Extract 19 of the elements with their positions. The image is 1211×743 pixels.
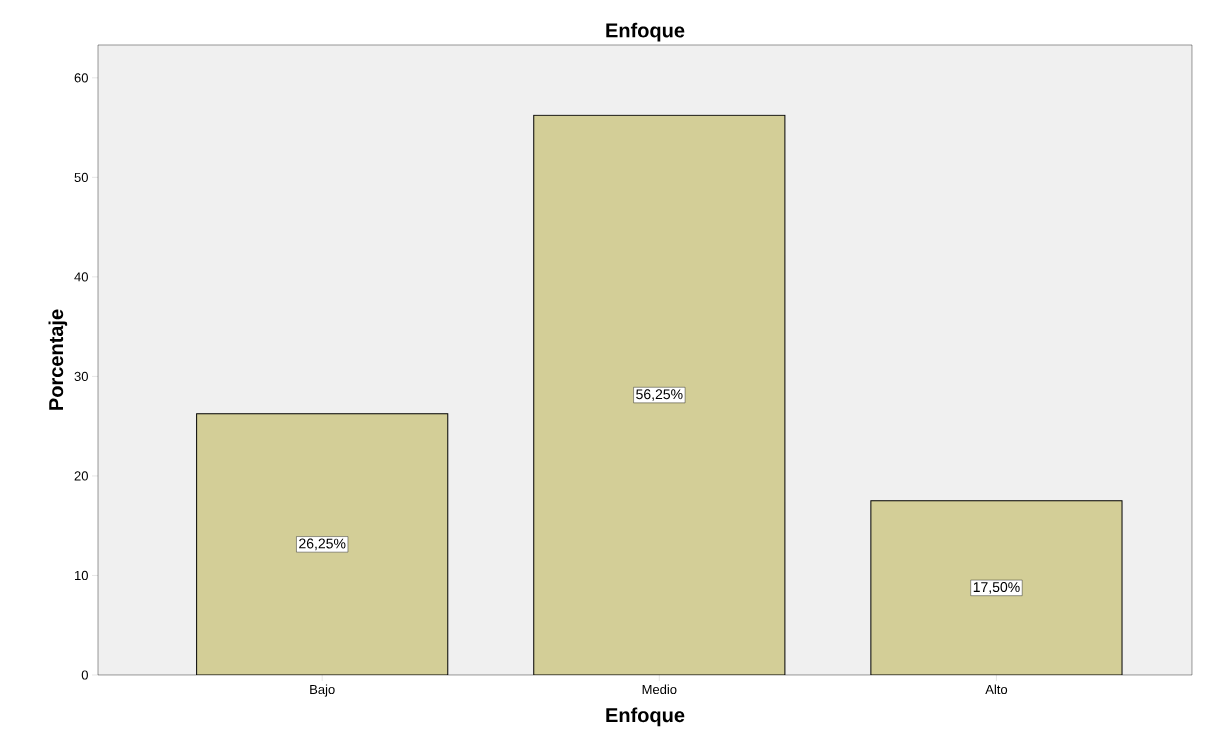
bar bbox=[533, 114, 786, 675]
y-tick-label: 50 bbox=[74, 172, 88, 182]
data-label: 17,50% bbox=[973, 582, 1020, 594]
y-tick-label: 0 bbox=[81, 670, 88, 680]
bar bbox=[870, 500, 1123, 675]
chart-title: Enfoque bbox=[606, 22, 685, 42]
data-label: 56,25% bbox=[636, 389, 683, 401]
x-tick-label: Medio bbox=[642, 684, 677, 695]
x-tick-label: Alto bbox=[985, 684, 1008, 695]
y-tick-label: 10 bbox=[75, 570, 88, 581]
data-label: 26,25% bbox=[299, 538, 346, 551]
x-tick-label: Bajo bbox=[310, 684, 335, 697]
y-tick-label: 40 bbox=[74, 272, 88, 282]
x-axis-title: Enfoque bbox=[606, 707, 685, 727]
y-tick-label: 60 bbox=[74, 73, 88, 83]
y-axis-title: Porcentaje bbox=[48, 309, 68, 410]
bar bbox=[196, 413, 449, 675]
y-tick-label: 20 bbox=[74, 471, 88, 481]
y-tick-label: 30 bbox=[74, 371, 88, 382]
